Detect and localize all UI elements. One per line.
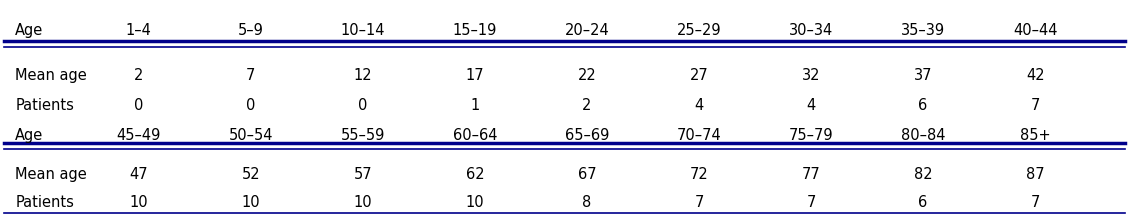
Text: 30–34: 30–34 (789, 23, 833, 38)
Text: 7: 7 (694, 195, 703, 210)
Text: 0: 0 (358, 98, 367, 113)
Text: 37: 37 (913, 68, 933, 83)
Text: 55–59: 55–59 (341, 128, 385, 143)
Text: 1–4: 1–4 (125, 23, 151, 38)
Text: 0: 0 (246, 98, 255, 113)
Text: 42: 42 (1026, 68, 1044, 83)
Text: 7: 7 (1031, 98, 1040, 113)
Text: 10: 10 (242, 195, 260, 210)
Text: 35–39: 35–39 (901, 23, 945, 38)
Text: 57: 57 (353, 167, 373, 182)
Text: 6: 6 (919, 195, 928, 210)
Text: 0: 0 (134, 98, 143, 113)
Text: 22: 22 (578, 68, 596, 83)
Text: 50–54: 50–54 (228, 128, 273, 143)
Text: 15–19: 15–19 (453, 23, 497, 38)
Text: 65–69: 65–69 (564, 128, 610, 143)
Text: 40–44: 40–44 (1013, 23, 1058, 38)
Text: 8: 8 (583, 195, 592, 210)
Text: 62: 62 (465, 167, 484, 182)
Text: 82: 82 (913, 167, 933, 182)
Text: 70–74: 70–74 (676, 128, 721, 143)
Text: 17: 17 (465, 68, 484, 83)
Text: 87: 87 (1026, 167, 1044, 182)
Text: 67: 67 (578, 167, 596, 182)
Text: 47: 47 (130, 167, 148, 182)
Text: 45–49: 45–49 (116, 128, 160, 143)
Text: 7: 7 (1031, 195, 1040, 210)
Text: 60–64: 60–64 (453, 128, 497, 143)
Text: Mean age: Mean age (16, 167, 87, 182)
Text: 1: 1 (470, 98, 480, 113)
Text: 10: 10 (353, 195, 373, 210)
Text: 25–29: 25–29 (676, 23, 721, 38)
Text: 52: 52 (242, 167, 260, 182)
Text: 4: 4 (694, 98, 703, 113)
Text: 10: 10 (465, 195, 484, 210)
Text: 7: 7 (246, 68, 255, 83)
Text: Patients: Patients (16, 98, 75, 113)
Text: 75–79: 75–79 (789, 128, 833, 143)
Text: Age: Age (16, 128, 44, 143)
Text: 80–84: 80–84 (901, 128, 945, 143)
Text: 85+: 85+ (1019, 128, 1050, 143)
Text: 77: 77 (802, 167, 821, 182)
Text: Age: Age (16, 23, 44, 38)
Text: 4: 4 (806, 98, 815, 113)
Text: 7: 7 (806, 195, 816, 210)
Text: 10: 10 (130, 195, 148, 210)
Text: Patients: Patients (16, 195, 75, 210)
Text: 2: 2 (583, 98, 592, 113)
Text: 27: 27 (690, 68, 708, 83)
Text: 72: 72 (690, 167, 708, 182)
Text: Mean age: Mean age (16, 68, 87, 83)
Text: 10–14: 10–14 (341, 23, 385, 38)
Text: 6: 6 (919, 98, 928, 113)
Text: 12: 12 (353, 68, 373, 83)
Text: 2: 2 (134, 68, 143, 83)
Text: 5–9: 5–9 (238, 23, 264, 38)
Text: 20–24: 20–24 (564, 23, 610, 38)
Text: 32: 32 (802, 68, 821, 83)
